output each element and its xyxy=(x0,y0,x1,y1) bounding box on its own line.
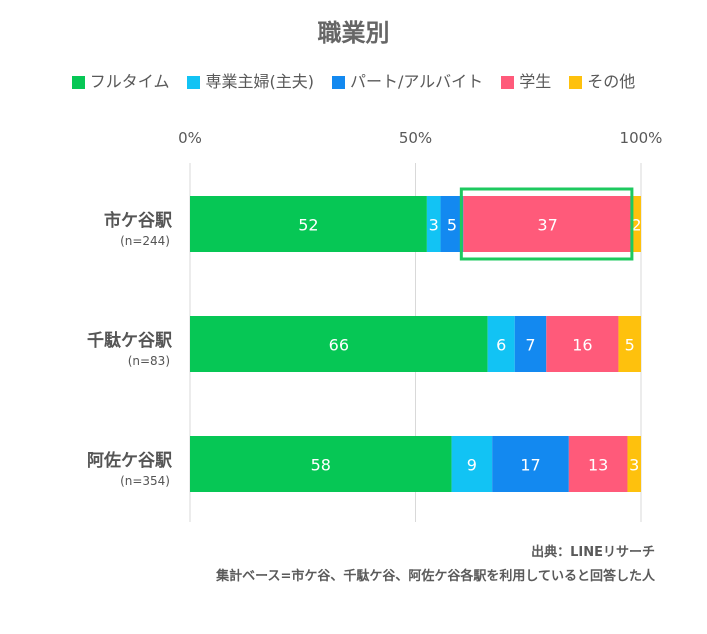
bar-segment xyxy=(546,316,619,372)
bar-segment xyxy=(451,436,493,492)
data-label: 3 xyxy=(429,216,439,235)
legend-swatch xyxy=(569,75,583,89)
bar-segment xyxy=(190,316,488,372)
x-tick-label: 100% xyxy=(620,129,663,147)
bar-row: 58 9 17 13 3 xyxy=(190,436,641,492)
data-label: 16 xyxy=(572,336,592,355)
legend-label: 専業主婦(主夫) xyxy=(205,72,314,91)
legend-label: 学生 xyxy=(519,72,552,91)
data-label: 5 xyxy=(625,336,635,355)
legend-label: パート/アルバイト xyxy=(349,72,484,91)
x-tick-label: 50% xyxy=(399,129,432,147)
legend-swatch xyxy=(71,75,85,89)
bar-segment xyxy=(426,196,441,252)
category-label: 市ケ谷駅 xyxy=(104,210,173,231)
bars: 52 3 5 37 266 6 7 16 558 9 17 13 3 xyxy=(190,196,642,492)
chart-footer: 出典：LINEリサーチ 集計ベース=市ケ谷、千駄ケ谷、阿佐ケ谷各駅を利用している… xyxy=(216,541,655,589)
data-label: 13 xyxy=(588,456,608,475)
bar-row: 66 6 7 16 5 xyxy=(190,316,641,372)
sample-size-label: (n=354) xyxy=(120,474,170,488)
data-label: 2 xyxy=(631,216,641,235)
data-label: 7 xyxy=(525,336,535,355)
category-labels: 市ケ谷駅 (n=244) 千駄ケ谷駅 (n=83) 阿佐ケ谷駅 (n=354) xyxy=(87,210,173,488)
legend-item-other: その他 xyxy=(569,70,635,94)
legend-label: その他 xyxy=(587,72,636,91)
data-label: 17 xyxy=(520,456,540,475)
bar-segment xyxy=(487,316,515,372)
legend-swatch xyxy=(331,75,345,89)
legend-swatch xyxy=(501,75,515,89)
x-axis-ticks: 0% 50% 100% xyxy=(178,129,662,147)
legend-item-homemaker: 専業主婦(主夫) xyxy=(187,70,314,94)
data-label: 6 xyxy=(496,336,506,355)
bar-segment xyxy=(627,436,641,492)
highlight-rectangle xyxy=(459,187,634,261)
data-label: 66 xyxy=(329,336,349,355)
data-label: 52 xyxy=(298,216,318,235)
source-note: 出典：LINEリサーチ xyxy=(531,545,655,560)
chart-title: 職業別 xyxy=(317,19,390,47)
bar-segment xyxy=(190,436,452,492)
category-label: 千駄ケ谷駅 xyxy=(87,330,173,351)
data-label: 9 xyxy=(467,456,477,475)
bar-segment xyxy=(631,196,641,252)
bar-segment xyxy=(514,316,547,372)
highlight-box xyxy=(459,187,634,261)
bar-segment xyxy=(190,196,427,252)
data-label: 3 xyxy=(629,456,639,475)
bar-segment xyxy=(618,316,641,372)
bar-segment xyxy=(463,196,632,252)
legend-item-student: 学生 xyxy=(501,70,551,94)
data-label: 5 xyxy=(447,216,457,235)
base-note: 集計ベース=市ケ谷、千駄ケ谷、阿佐ケ谷各駅を利用していると回答した人 xyxy=(216,569,655,584)
category-label: 阿佐ケ谷駅 xyxy=(87,450,173,471)
data-label: 58 xyxy=(311,456,331,475)
sample-size-label: (n=244) xyxy=(120,234,170,248)
bar-segment xyxy=(492,436,569,492)
data-label: 37 xyxy=(537,216,557,235)
legend-label: フルタイム xyxy=(89,72,170,91)
bar-segment xyxy=(440,196,464,252)
x-tick-label: 0% xyxy=(178,129,202,147)
sample-size-label: (n=83) xyxy=(128,354,170,368)
bar-row: 52 3 5 37 2 xyxy=(190,196,642,252)
legend-swatch xyxy=(187,75,201,89)
legend: フルタイム 専業主婦(主夫) パート/アルバイト 学生 その他 xyxy=(0,70,707,94)
legend-item-fulltime: フルタイム xyxy=(71,70,170,94)
bar-segment xyxy=(568,436,628,492)
legend-item-parttime: パート/アルバイト xyxy=(331,70,484,94)
